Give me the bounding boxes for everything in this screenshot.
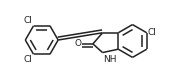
Text: Cl: Cl — [24, 16, 33, 25]
Text: NH: NH — [104, 55, 117, 64]
Text: Cl: Cl — [148, 28, 157, 37]
Text: O: O — [74, 39, 81, 48]
Text: Cl: Cl — [24, 55, 33, 64]
